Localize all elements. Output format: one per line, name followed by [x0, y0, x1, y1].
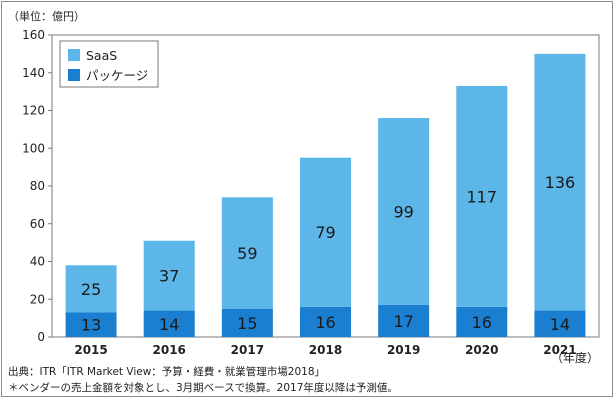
- bar-saas: [300, 157, 351, 307]
- data-label-saas: 99: [393, 202, 413, 221]
- bar-saas: [65, 265, 117, 313]
- y-tick-label: 160: [22, 28, 45, 42]
- x-category-label: 2020: [465, 343, 498, 357]
- x-category-label: 2015: [74, 343, 107, 357]
- bar-package: [221, 308, 273, 337]
- bar-saas: [378, 118, 430, 305]
- bar-saas: [221, 197, 273, 309]
- data-label-saas: 117: [467, 187, 498, 206]
- y-tick-label: 40: [30, 255, 45, 269]
- bar-package: [65, 312, 117, 337]
- legend-swatch: [68, 69, 80, 81]
- x-category-label: 2017: [231, 343, 264, 357]
- bar-package: [378, 304, 430, 337]
- x-category-label: 2018: [309, 343, 342, 357]
- data-label-package: 14: [550, 315, 570, 334]
- y-tick-label: 140: [22, 66, 45, 80]
- x-unit-label: （年度）: [551, 350, 599, 365]
- y-tick-label: 100: [22, 141, 45, 155]
- data-label-package: 16: [315, 313, 335, 332]
- y-tick-label: 0: [37, 330, 45, 344]
- bar-saas: [456, 85, 508, 307]
- bar-package: [143, 310, 195, 337]
- data-label-saas: 136: [545, 173, 576, 192]
- legend-label: SaaS: [86, 48, 117, 63]
- bar-saas: [143, 240, 195, 311]
- data-label-package: 16: [472, 313, 492, 332]
- legend-label: パッケージ: [86, 68, 148, 83]
- legend-swatch: [68, 49, 80, 61]
- y-tick-label: 120: [22, 104, 45, 118]
- data-label-package: 15: [237, 314, 257, 333]
- y-tick-label: 20: [30, 292, 45, 306]
- data-label-saas: 25: [81, 280, 101, 299]
- bar-package: [300, 306, 351, 337]
- x-category-label: 2019: [387, 343, 420, 357]
- data-label-saas: 79: [315, 223, 335, 242]
- y-tick-label: 80: [30, 179, 45, 193]
- data-label-saas: 37: [159, 267, 179, 286]
- data-label-package: 17: [393, 312, 413, 331]
- x-category-label: 2021: [543, 343, 576, 357]
- data-label-package: 14: [159, 315, 179, 334]
- data-label-saas: 59: [237, 244, 257, 263]
- bar-saas: [534, 53, 586, 311]
- data-label-package: 13: [81, 316, 101, 335]
- bar-package: [534, 310, 586, 337]
- x-category-label: 2016: [153, 343, 186, 357]
- y-tick-label: 60: [30, 217, 45, 231]
- bar-package: [456, 306, 508, 337]
- y-unit-label: （単位：億円）: [8, 10, 85, 23]
- remark-note: ＊ベンダーの売上金額を対象とし、3月期ベースで換算。2017年度以降は予測値。: [8, 382, 398, 394]
- source-note: 出典：ITR「ITR Market View：予算・経費・就業管理市場2018」: [8, 366, 326, 378]
